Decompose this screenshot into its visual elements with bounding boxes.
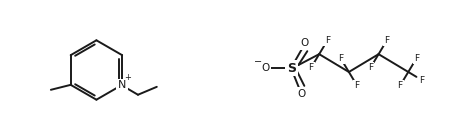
Text: O: O xyxy=(300,38,309,48)
Text: F: F xyxy=(355,81,360,90)
Text: O: O xyxy=(262,63,270,73)
Text: F: F xyxy=(419,76,424,85)
Text: F: F xyxy=(414,54,419,63)
Text: F: F xyxy=(398,81,403,90)
Text: S: S xyxy=(287,61,296,74)
Text: +: + xyxy=(125,73,131,82)
Text: O: O xyxy=(297,89,305,99)
Text: F: F xyxy=(325,36,330,45)
Text: F: F xyxy=(368,63,373,72)
Text: N: N xyxy=(118,80,126,90)
Text: F: F xyxy=(309,63,314,72)
Text: F: F xyxy=(338,54,343,63)
Text: −: − xyxy=(254,57,262,67)
Text: F: F xyxy=(384,36,389,45)
